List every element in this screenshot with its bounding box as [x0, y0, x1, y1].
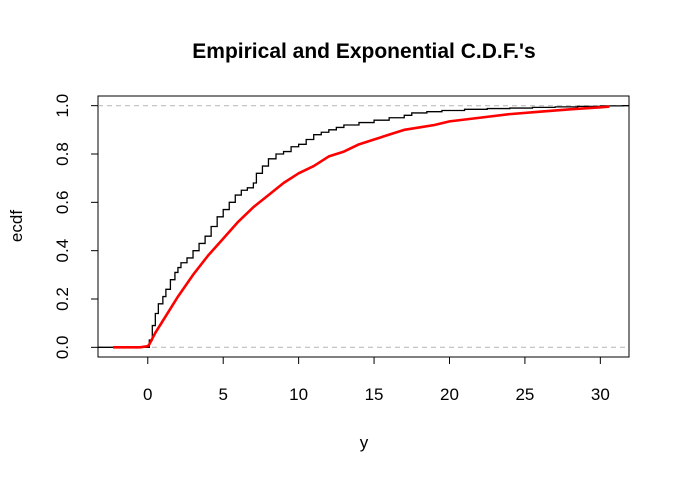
x-tick-label: 5 — [218, 385, 227, 404]
y-tick-label: 0.4 — [53, 239, 72, 263]
x-axis-label: y — [360, 433, 369, 452]
y-tick-label: 0.2 — [53, 287, 72, 311]
y-tick-label: 0.6 — [53, 191, 72, 215]
x-axis: 0 5 10 15 20 25 30 — [143, 356, 610, 404]
plot-frame — [97, 95, 630, 358]
y-tick-label: 0.8 — [53, 142, 72, 166]
y-tick-label: 0.0 — [53, 336, 72, 360]
x-tick-label: 15 — [365, 385, 384, 404]
reference-lines — [98, 105, 629, 348]
y-tick-label: 1.0 — [53, 94, 72, 118]
ecdf-step-line — [98, 105, 629, 348]
x-tick-label: 0 — [143, 385, 152, 404]
x-tick-label: 25 — [515, 385, 534, 404]
y-axis-label: ecdf — [7, 210, 26, 242]
exponential-cdf-line — [113, 105, 610, 349]
series-layer — [98, 105, 629, 349]
x-tick-label: 30 — [591, 385, 610, 404]
chart-title: Empirical and Exponential C.D.F.'s — [192, 40, 535, 63]
y-axis: 0.0 0.2 0.4 0.6 0.8 1.0 — [53, 94, 99, 360]
x-tick-label: 20 — [440, 385, 459, 404]
x-tick-label: 10 — [289, 385, 308, 404]
